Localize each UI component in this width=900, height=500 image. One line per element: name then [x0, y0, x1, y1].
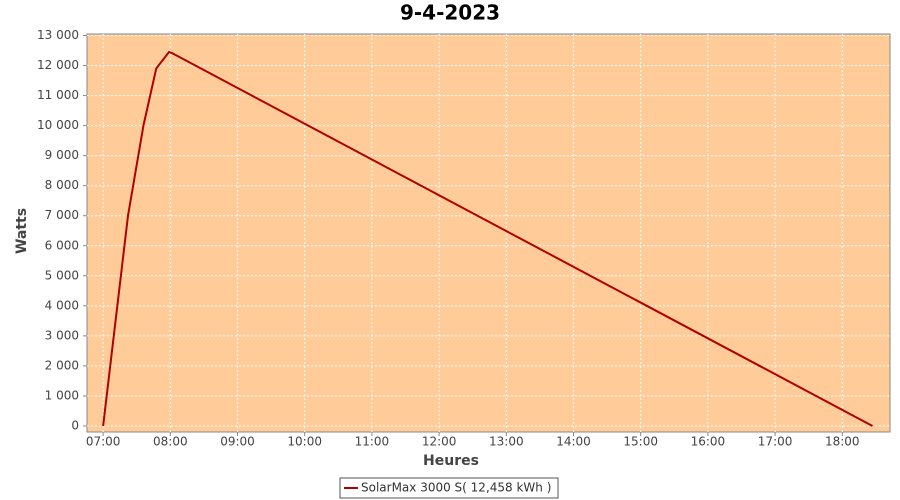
- y-tick-label: 12 000: [37, 58, 79, 72]
- x-tick-label: 11:00: [355, 435, 390, 449]
- chart-title: 9-4-2023: [400, 1, 500, 25]
- y-axis-title: Watts: [14, 208, 30, 254]
- x-tick-label: 17:00: [758, 435, 793, 449]
- y-tick-label: 10 000: [37, 118, 79, 132]
- y-tick-label: 0: [71, 418, 79, 432]
- y-tick-label: 9 000: [45, 148, 79, 162]
- legend-box: [339, 477, 559, 499]
- series-line: [102, 50, 873, 427]
- y-tick-label: 4 000: [45, 298, 79, 312]
- y-tick-label: 7 000: [45, 208, 79, 222]
- x-axis-title: Heures: [423, 453, 479, 469]
- y-tick-label: 13 000: [37, 28, 79, 42]
- x-tick-label: 08:00: [153, 435, 188, 449]
- x-tick-label: 16:00: [691, 435, 726, 449]
- x-tick-label: 09:00: [220, 435, 255, 449]
- y-tick-label: 11 000: [37, 88, 79, 102]
- x-tick-label: 14:00: [556, 435, 591, 449]
- x-tick-label: 15:00: [623, 435, 658, 449]
- y-tick-label: 3 000: [45, 328, 79, 342]
- x-tick-label: 18:00: [825, 435, 860, 449]
- y-tick-label: 8 000: [45, 178, 79, 192]
- x-tick-label: 13:00: [489, 435, 524, 449]
- y-tick-label: 6 000: [45, 238, 79, 252]
- x-tick-label: 12:00: [422, 435, 457, 449]
- y-tick-label: 5 000: [45, 268, 79, 282]
- x-tick-label: 07:00: [86, 435, 121, 449]
- legend-label: SolarMax 3000 S( 12,458 kWh ): [361, 481, 551, 495]
- y-tick-label: 1 000: [45, 388, 79, 402]
- x-tick-label: 10:00: [287, 435, 322, 449]
- y-tick-label: 2 000: [45, 358, 79, 372]
